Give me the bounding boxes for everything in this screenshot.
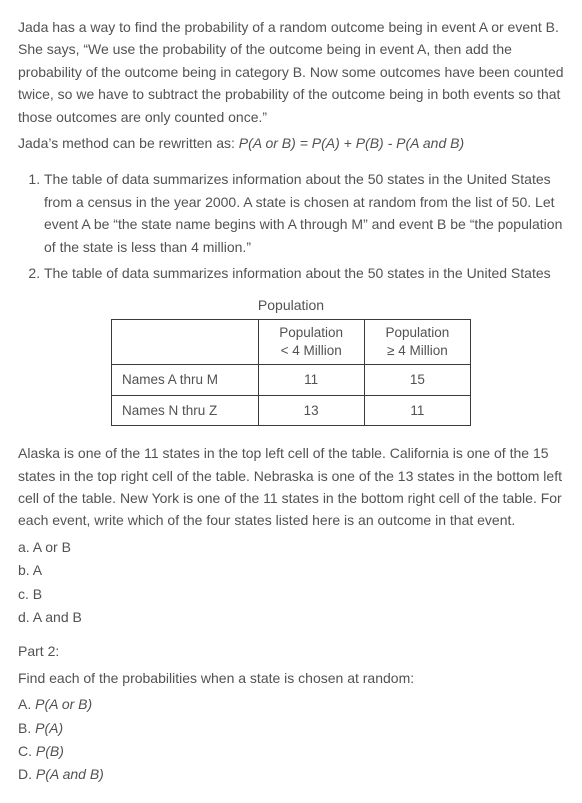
list-item-2: The table of data summarizes information…: [44, 262, 564, 284]
prob-C-pre: C.: [18, 743, 36, 759]
prob-B-pre: B.: [18, 720, 35, 736]
sub-options-list: a. A or B b. A c. B d. A and B: [18, 536, 564, 629]
option-d: d. A and B: [18, 606, 564, 628]
rowB-v2: 11: [364, 395, 470, 426]
intro-p2-prefix: Jada’s method can be rewritten as:: [18, 135, 239, 151]
col2-line2: ≥ 4 Million: [387, 343, 448, 358]
prob-B-formula: P(A): [35, 720, 63, 736]
option-c: c. B: [18, 583, 564, 605]
probability-list: A. P(A or B) B. P(A) C. P(B) D. P(A and …: [18, 693, 564, 786]
intro-paragraph-1: Jada has a way to find the probability o…: [18, 16, 564, 128]
rowA-label: Names A thru M: [112, 365, 259, 396]
below-paragraph: Alaska is one of the 11 states in the to…: [18, 442, 564, 532]
table-header-row: Population < 4 Million Population ≥ 4 Mi…: [112, 319, 471, 364]
col1-line2: < 4 Million: [281, 343, 342, 358]
col2-line1: Population: [385, 325, 449, 340]
numbered-list: The table of data summarizes information…: [18, 168, 564, 284]
prob-D-formula: P(A and B): [36, 766, 104, 782]
table-row-b: Names N thru Z 13 11: [112, 395, 471, 426]
part2-instruction: Find each of the probabilities when a st…: [18, 667, 564, 689]
col1-line1: Population: [279, 325, 343, 340]
rowA-v2: 15: [364, 365, 470, 396]
prob-A-pre: A.: [18, 696, 35, 712]
prob-A-formula: P(A or B): [35, 696, 92, 712]
table-row-a: Names A thru M 11 15: [112, 365, 471, 396]
rowB-label: Names N thru Z: [112, 395, 259, 426]
table-col1-header: Population < 4 Million: [258, 319, 364, 364]
rowB-v1: 13: [258, 395, 364, 426]
population-table: Population < 4 Million Population ≥ 4 Mi…: [111, 319, 471, 427]
intro-formula: P(A or B) = P(A) + P(B) - P(A and B): [239, 135, 464, 151]
rowA-v1: 11: [258, 365, 364, 396]
intro-paragraph-2: Jada’s method can be rewritten as: P(A o…: [18, 132, 564, 154]
prob-B: B. P(A): [18, 717, 564, 739]
prob-C-formula: P(B): [36, 743, 64, 759]
table-blank-cell: [112, 319, 259, 364]
table-col2-header: Population ≥ 4 Million: [364, 319, 470, 364]
prob-C: C. P(B): [18, 740, 564, 762]
option-b: b. A: [18, 559, 564, 581]
prob-D-pre: D.: [18, 766, 36, 782]
prob-A: A. P(A or B): [18, 693, 564, 715]
part2-label: Part 2:: [18, 640, 564, 662]
prob-D: D. P(A and B): [18, 763, 564, 785]
table-caption: Population: [18, 294, 564, 316]
list-item-1: The table of data summarizes information…: [44, 168, 564, 258]
option-a: a. A or B: [18, 536, 564, 558]
